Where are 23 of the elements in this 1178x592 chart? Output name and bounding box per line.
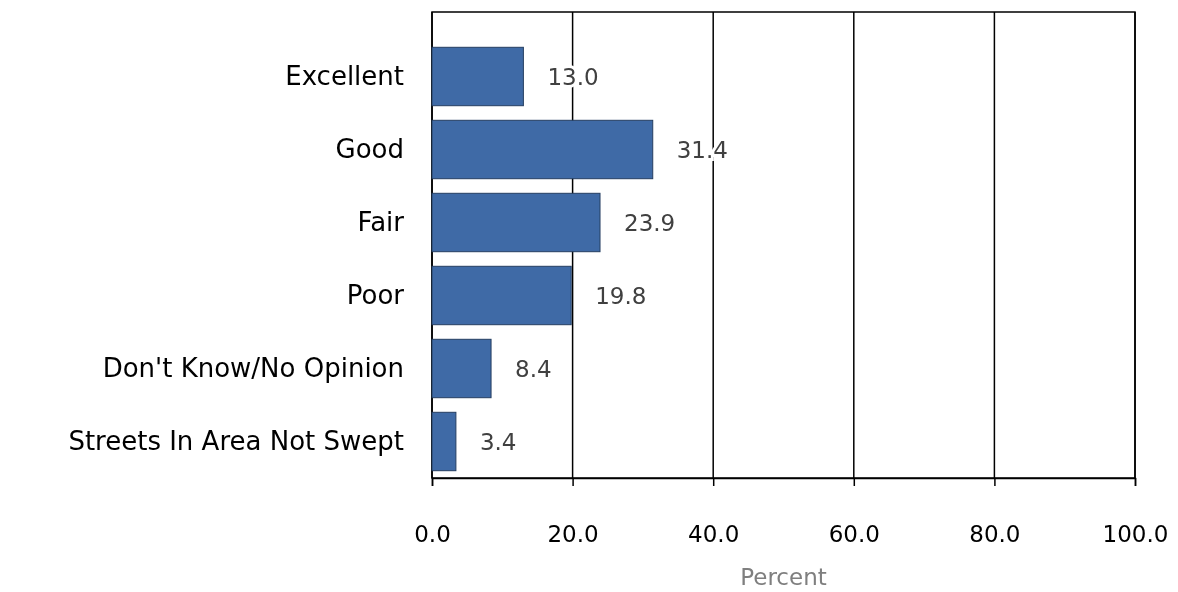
x-axis-title: Percent bbox=[740, 564, 827, 590]
x-tick-label: 20.0 bbox=[547, 521, 599, 548]
bar bbox=[431, 119, 654, 180]
y-tick-label: Fair bbox=[357, 206, 405, 237]
x-tick-label: 100.0 bbox=[1102, 521, 1169, 548]
y-tick-label: Poor bbox=[346, 279, 405, 310]
x-tick-label: 60.0 bbox=[828, 521, 880, 548]
x-tick-label: 80.0 bbox=[969, 521, 1021, 548]
bar bbox=[431, 265, 572, 326]
data-label: 23.9 bbox=[624, 209, 676, 236]
data-label: 3.4 bbox=[479, 428, 517, 455]
y-tick-label: Don't Know/No Opinion bbox=[102, 352, 404, 383]
data-label: 8.4 bbox=[515, 355, 552, 382]
y-tick-label: Good bbox=[335, 133, 404, 164]
bar bbox=[431, 192, 601, 253]
y-tick-label: Excellent bbox=[285, 60, 404, 91]
y-tick-label: Streets In Area Not Swept bbox=[68, 425, 404, 456]
bar bbox=[431, 338, 492, 399]
bar bbox=[431, 46, 524, 107]
x-tick-label: 40.0 bbox=[688, 521, 740, 548]
bar bbox=[431, 411, 457, 472]
data-label: 19.8 bbox=[595, 282, 647, 309]
x-tick-label: 0.0 bbox=[414, 521, 451, 548]
